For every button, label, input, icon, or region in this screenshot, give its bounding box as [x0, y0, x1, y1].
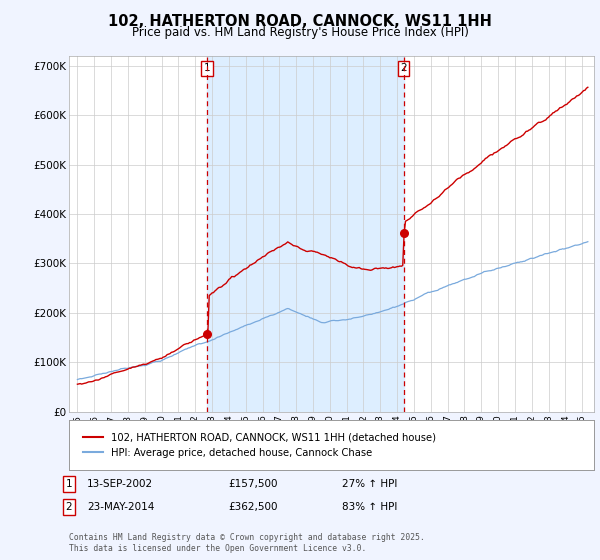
- Text: 13-SEP-2002: 13-SEP-2002: [87, 479, 153, 489]
- Text: 1: 1: [65, 479, 73, 489]
- Bar: [207, 56, 404, 412]
- Text: 27% ↑ HPI: 27% ↑ HPI: [342, 479, 397, 489]
- Text: £362,500: £362,500: [228, 502, 277, 512]
- Legend: 102, HATHERTON ROAD, CANNOCK, WS11 1HH (detached house), HPI: Average price, det: 102, HATHERTON ROAD, CANNOCK, WS11 1HH (…: [79, 429, 440, 461]
- Text: 83% ↑ HPI: 83% ↑ HPI: [342, 502, 397, 512]
- Text: 23-MAY-2014: 23-MAY-2014: [87, 502, 154, 512]
- Text: 102, HATHERTON ROAD, CANNOCK, WS11 1HH: 102, HATHERTON ROAD, CANNOCK, WS11 1HH: [108, 14, 492, 29]
- Text: £157,500: £157,500: [228, 479, 277, 489]
- Text: 2: 2: [400, 63, 407, 73]
- Text: 1: 1: [204, 63, 211, 73]
- Text: Price paid vs. HM Land Registry's House Price Index (HPI): Price paid vs. HM Land Registry's House …: [131, 26, 469, 39]
- Text: 2: 2: [65, 502, 73, 512]
- Text: Contains HM Land Registry data © Crown copyright and database right 2025.
This d: Contains HM Land Registry data © Crown c…: [69, 533, 425, 553]
